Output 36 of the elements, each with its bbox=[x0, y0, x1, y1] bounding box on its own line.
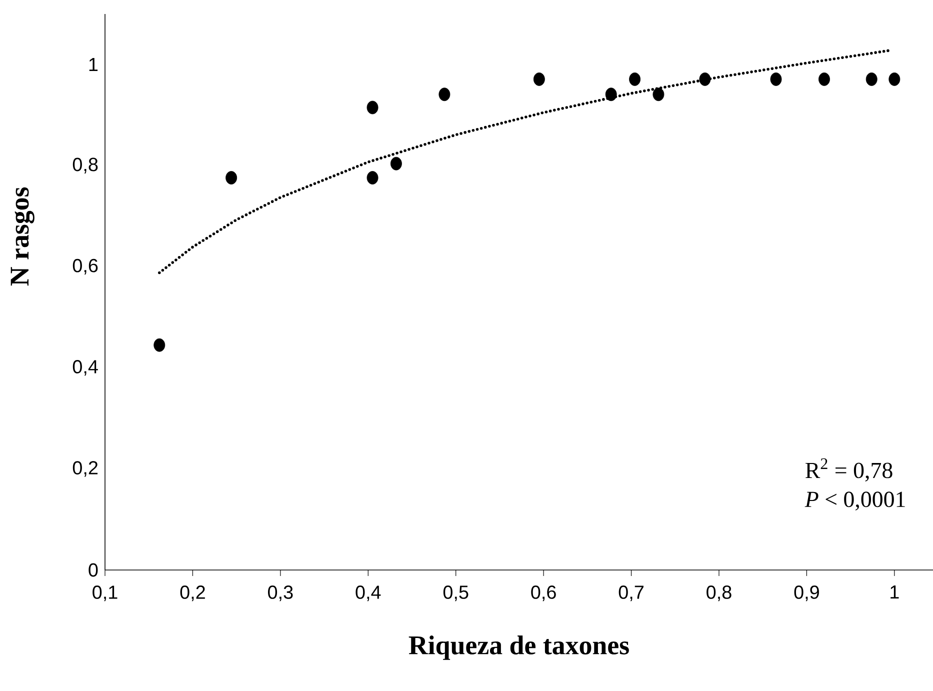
x-tick-label: 1 bbox=[890, 586, 899, 599]
point bbox=[226, 171, 238, 184]
point bbox=[652, 88, 664, 102]
point bbox=[390, 156, 402, 170]
point bbox=[438, 88, 450, 102]
point bbox=[699, 72, 711, 86]
x-tick-label: 0,4 bbox=[356, 586, 381, 602]
y-tick-label: 0,4 bbox=[72, 360, 98, 376]
x-tick-label: 0,6 bbox=[531, 586, 556, 602]
annotation: P < 0,0001 bbox=[804, 492, 905, 510]
y-tick-label: 0,8 bbox=[72, 158, 98, 174]
y-tick-label: 0,6 bbox=[72, 258, 98, 275]
point bbox=[629, 72, 641, 86]
point bbox=[366, 171, 378, 184]
line-series bbox=[158, 48, 892, 274]
x-tick-label: 0,9 bbox=[794, 586, 819, 602]
y-tick-label: 1 bbox=[89, 58, 98, 72]
point bbox=[366, 100, 378, 114]
point bbox=[770, 72, 782, 86]
x-tick-label: 0,8 bbox=[706, 586, 732, 602]
point bbox=[888, 72, 900, 86]
x-tick-label: 0,5 bbox=[443, 586, 468, 602]
point bbox=[866, 72, 878, 86]
x-tick-label: 0,2 bbox=[180, 586, 205, 602]
x-tick-label: 0,1 bbox=[92, 586, 118, 602]
annotation: R$^{2}$ = 0,78 bbox=[806, 458, 892, 482]
point bbox=[533, 72, 545, 86]
y-tick-label: 0 bbox=[88, 563, 98, 577]
x-axis-title: Riqueza de taxones bbox=[408, 636, 629, 660]
y-tick-label: 0,2 bbox=[72, 461, 98, 477]
x-tick-label: 0,3 bbox=[268, 586, 293, 602]
y-axis-title: N rasgos bbox=[10, 187, 34, 286]
point bbox=[818, 72, 830, 86]
x-tick-label: 0,7 bbox=[618, 586, 644, 602]
point bbox=[154, 338, 166, 352]
point bbox=[605, 88, 617, 102]
